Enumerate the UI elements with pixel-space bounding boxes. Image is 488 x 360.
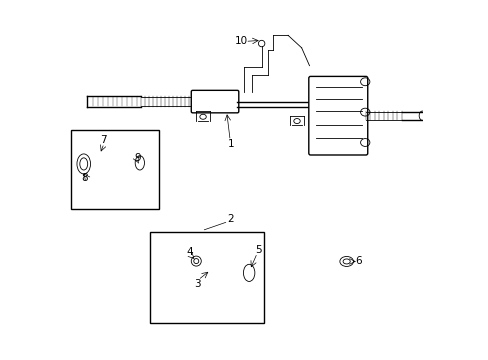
Text: 3: 3 bbox=[194, 279, 200, 289]
Text: 4: 4 bbox=[186, 247, 193, 257]
FancyBboxPatch shape bbox=[191, 90, 238, 113]
Text: 5: 5 bbox=[254, 245, 261, 255]
Ellipse shape bbox=[339, 256, 353, 266]
FancyBboxPatch shape bbox=[308, 76, 367, 155]
Text: 10: 10 bbox=[234, 36, 247, 46]
Text: 2: 2 bbox=[227, 213, 234, 224]
Text: 9: 9 bbox=[134, 153, 141, 163]
Text: 6: 6 bbox=[354, 256, 361, 266]
Text: 1: 1 bbox=[227, 139, 234, 149]
Bar bbox=[71, 130, 159, 208]
Ellipse shape bbox=[243, 264, 254, 282]
Text: 8: 8 bbox=[81, 173, 88, 183]
Bar bbox=[149, 232, 264, 323]
Text: 7: 7 bbox=[100, 135, 106, 145]
